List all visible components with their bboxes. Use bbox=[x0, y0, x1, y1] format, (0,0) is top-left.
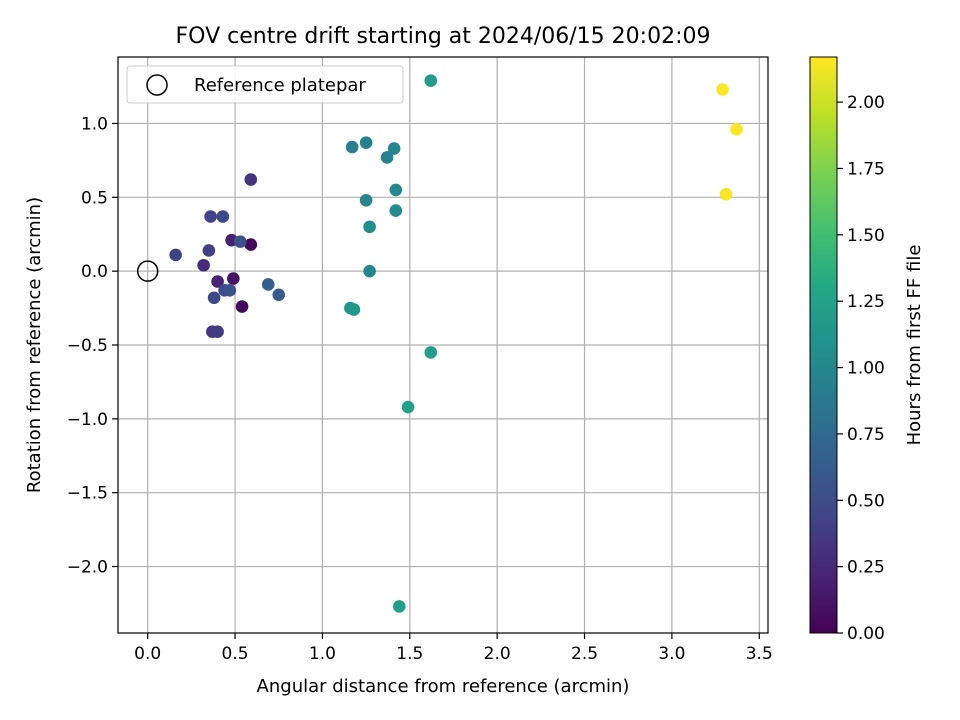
x-tick-label: 3.0 bbox=[658, 644, 685, 664]
data-point bbox=[204, 210, 217, 223]
data-point bbox=[401, 400, 415, 414]
data-point bbox=[347, 303, 361, 316]
x-axis-label: Angular distance from reference (arcmin) bbox=[257, 676, 630, 697]
colorbar-tick-label: 0.25 bbox=[847, 558, 885, 578]
data-point bbox=[359, 136, 373, 149]
colorbar-tick-label: 0.00 bbox=[847, 624, 885, 644]
data-point bbox=[261, 278, 275, 291]
data-point bbox=[169, 248, 182, 262]
colorbar-tick-label: 1.75 bbox=[847, 159, 885, 179]
data-point bbox=[235, 300, 249, 313]
y-tick-label: 0.5 bbox=[81, 188, 108, 208]
y-tick-label: 1.0 bbox=[81, 114, 108, 134]
legend: Reference platepar bbox=[126, 65, 404, 104]
data-point bbox=[202, 244, 216, 257]
data-point bbox=[424, 74, 438, 87]
x-tick-label: 1.0 bbox=[309, 644, 336, 664]
y-tick-label: −1.0 bbox=[67, 410, 108, 430]
y-axis-label: Rotation from reference (arcmin) bbox=[24, 197, 45, 493]
y-axis-ticks: 1.0 0.5 0.0 −0.5 −1.0 −1.5 −2.0 bbox=[67, 114, 118, 578]
data-point bbox=[211, 275, 224, 288]
legend-box bbox=[126, 65, 404, 104]
x-tick-label: 2.0 bbox=[484, 644, 511, 664]
colorbar-tick-label: 1.25 bbox=[847, 292, 885, 312]
colorbar-gradient bbox=[809, 56, 838, 634]
data-point bbox=[227, 272, 240, 285]
data-point bbox=[345, 140, 359, 154]
data-point bbox=[363, 220, 376, 234]
data-point bbox=[234, 235, 247, 248]
colorbar-tick-label: 0.75 bbox=[847, 425, 885, 445]
x-axis-ticks: 0.0 0.5 1.0 1.5 2.0 2.5 3.0 3.5 bbox=[134, 633, 773, 664]
data-points bbox=[136, 74, 743, 613]
data-point bbox=[424, 346, 438, 359]
x-tick-label: 0.0 bbox=[134, 644, 161, 664]
reference-platepar-marker bbox=[136, 260, 159, 282]
y-tick-label: 0.0 bbox=[81, 262, 108, 282]
data-point bbox=[730, 123, 743, 136]
y-tick-label: −2.0 bbox=[67, 558, 108, 578]
colorbar-tick-label: 1.00 bbox=[847, 359, 885, 379]
data-point bbox=[389, 183, 403, 197]
colorbar-tick-label: 1.50 bbox=[847, 226, 885, 246]
data-point bbox=[363, 264, 376, 278]
data-point bbox=[389, 204, 403, 217]
colorbar: 0.00 0.25 0.50 0.75 1.00 1.25 1.50 1.75 2.00 Hou… bbox=[809, 56, 925, 644]
legend-open-circle-marker bbox=[146, 74, 168, 96]
data-point bbox=[244, 173, 258, 186]
data-point bbox=[393, 600, 406, 613]
y-tick-label: −0.5 bbox=[67, 336, 108, 356]
data-point bbox=[387, 142, 401, 155]
data-point bbox=[197, 258, 210, 272]
x-tick-label: 1.5 bbox=[396, 644, 423, 664]
data-point bbox=[216, 210, 230, 223]
data-point bbox=[380, 151, 394, 164]
data-point bbox=[716, 83, 729, 96]
x-tick-label: 3.5 bbox=[746, 644, 773, 664]
chart-title: FOV centre drift starting at 2024/06/15 … bbox=[176, 24, 711, 49]
colorbar-tick-label: 0.50 bbox=[847, 491, 885, 511]
data-point bbox=[223, 284, 237, 297]
data-point bbox=[211, 325, 224, 339]
x-tick-label: 0.5 bbox=[222, 644, 249, 664]
y-tick-label: −1.5 bbox=[67, 484, 108, 504]
data-point bbox=[719, 188, 733, 201]
data-point bbox=[207, 291, 221, 305]
colorbar-ticks: 0.00 0.25 0.50 0.75 1.00 1.25 1.50 1.75 2.00 bbox=[837, 93, 885, 644]
grid-lines bbox=[118, 57, 768, 633]
data-point bbox=[244, 238, 258, 251]
colorbar-tick-label: 2.00 bbox=[847, 93, 885, 113]
colorbar-label: Hours from first FF file bbox=[904, 245, 925, 446]
legend-label: Reference platepar bbox=[194, 75, 366, 96]
x-tick-label: 2.5 bbox=[571, 644, 598, 664]
data-point bbox=[272, 288, 286, 302]
data-point bbox=[359, 193, 373, 207]
